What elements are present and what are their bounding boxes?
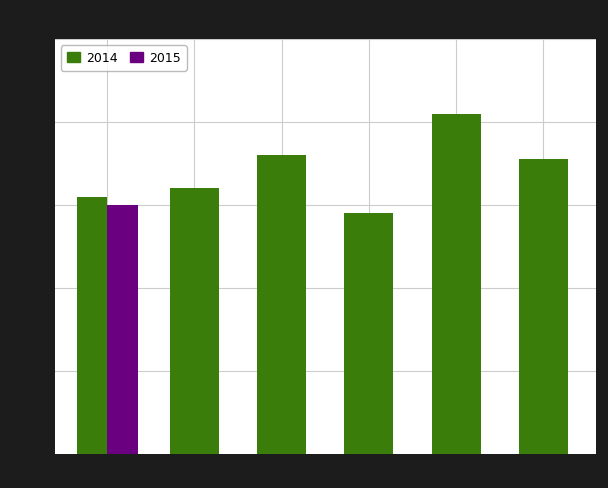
Bar <box>77 197 107 454</box>
Legend: 2014, 2015: 2014, 2015 <box>61 45 187 71</box>
Bar <box>257 155 306 454</box>
Bar <box>345 213 393 454</box>
Bar <box>170 188 219 454</box>
Bar <box>432 114 481 454</box>
Bar <box>519 159 568 454</box>
Bar <box>107 205 137 454</box>
